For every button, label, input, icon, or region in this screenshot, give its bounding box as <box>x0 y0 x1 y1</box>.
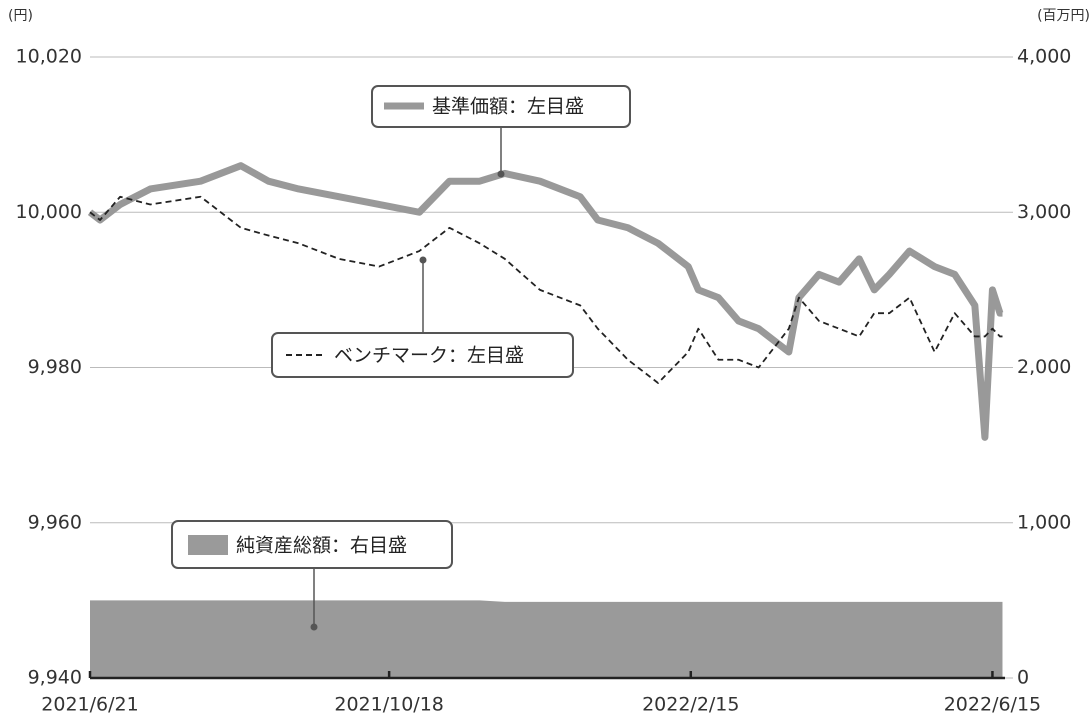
callout-net-assets: 純資産総額：右目盛 <box>171 520 453 631</box>
x-tick-label: 2022/6/15 <box>944 694 1041 716</box>
y-tick-label: 10,000 <box>16 201 82 223</box>
line <box>89 195 1003 384</box>
x-tick-label: 2021/10/18 <box>334 694 444 716</box>
y2-tick-label: 4,000 <box>1017 46 1071 68</box>
y-tick-label: 9,980 <box>28 356 82 378</box>
callout-benchmark: ベンチマーク：左目盛 <box>271 256 574 378</box>
y-tick-label: 9,960 <box>28 511 82 533</box>
legend-label: ベンチマーク：左目盛 <box>334 345 524 367</box>
x-tick-label: 2022/2/15 <box>642 694 739 716</box>
area <box>90 600 1003 678</box>
plot-area: 9,940 9,960 9,980 10,000 10,020 0 1,000 2,000 3,… <box>16 46 1072 716</box>
x-tick-label: 2021/6/21 <box>41 694 138 716</box>
y-tick-label: 10,020 <box>16 46 82 68</box>
y-unit-label: (円) <box>8 8 33 24</box>
y-tick-label: 9,940 <box>28 667 82 689</box>
y2-unit-label: (百万円) <box>1037 8 1090 24</box>
y2-tick-label: 1,000 <box>1017 511 1071 533</box>
legend-label: 基準価額：左目盛 <box>432 96 584 118</box>
line <box>87 162 1004 441</box>
callout-price: 基準価額：左目盛 <box>371 85 631 178</box>
y2-tick-label: 2,000 <box>1017 356 1071 378</box>
y2-tick-label: 3,000 <box>1017 201 1071 223</box>
y2-tick-label: 0 <box>1017 667 1029 689</box>
legend-label: 純資産総額：右目盛 <box>236 535 407 557</box>
